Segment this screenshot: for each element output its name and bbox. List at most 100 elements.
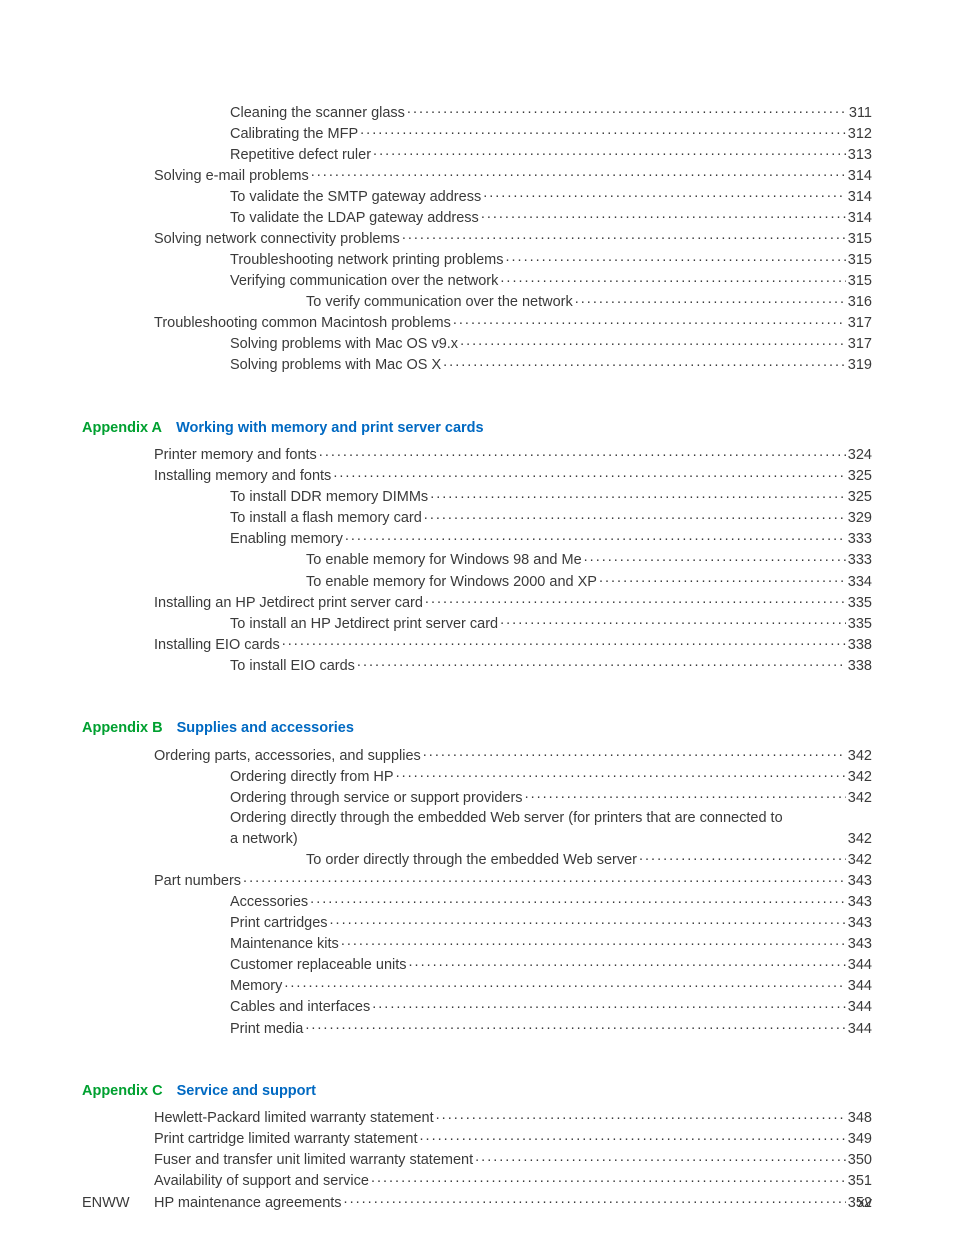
toc-entry[interactable]: To enable memory for Windows 2000 and XP… (82, 571, 872, 592)
toc-leader-dots (409, 955, 846, 970)
toc-entry-title: Cables and interfaces (230, 997, 370, 1018)
toc-entry[interactable]: Ordering directly through the embedded W… (82, 808, 872, 849)
toc-entry[interactable]: To install a flash memory card 329 (82, 508, 872, 529)
toc-entry[interactable]: Installing memory and fonts 325 (82, 466, 872, 487)
toc-entry-title: Cleaning the scanner glass (230, 103, 405, 124)
toc-entry[interactable]: Memory 344 (82, 976, 872, 997)
appendix-c-title: Service and support (177, 1083, 316, 1099)
toc-entry-page: 317 (848, 313, 872, 334)
toc-entry[interactable]: Troubleshooting network printing problem… (82, 250, 872, 271)
toc-leader-dots (506, 250, 846, 265)
toc-entry-page: 315 (848, 271, 872, 292)
toc-entry-title: Ordering parts, accessories, and supplie… (154, 746, 421, 767)
toc-entry[interactable]: To validate the LDAP gateway address 314 (82, 207, 872, 228)
toc-entry-title: To install DDR memory DIMMs (230, 487, 428, 508)
toc-page: Cleaning the scanner glass 311Calibratin… (0, 0, 954, 1253)
toc-entry[interactable]: To install EIO cards 338 (82, 655, 872, 676)
toc-entry[interactable]: Print cartridge limited warranty stateme… (82, 1129, 872, 1150)
toc-entry[interactable]: Troubleshooting common Macintosh problem… (82, 313, 872, 334)
toc-leader-dots (282, 634, 846, 649)
toc-entry-page: 350 (848, 1150, 872, 1171)
toc-entry[interactable]: Enabling memory 333 (82, 529, 872, 550)
toc-entry-title: To order directly through the embedded W… (306, 850, 637, 871)
appendix-a-entries: Printer memory and fonts 324Installing m… (82, 445, 872, 677)
toc-entry-page: 314 (848, 208, 872, 229)
toc-entry-page: 344 (848, 997, 872, 1018)
toc-entry[interactable]: Availability of support and service 351 (82, 1171, 872, 1192)
toc-entry-title: Enabling memory (230, 529, 343, 550)
toc-entry[interactable]: Customer replaceable units 344 (82, 955, 872, 976)
toc-entry-page: 325 (848, 466, 872, 487)
toc-leader-dots (436, 1108, 846, 1123)
toc-entry[interactable]: Solving problems with Mac OS v9.x 317 (82, 334, 872, 355)
toc-entry[interactable]: Fuser and transfer unit limited warranty… (82, 1150, 872, 1171)
toc-leader-dots (360, 123, 846, 138)
toc-entry-page: 342 (848, 746, 872, 767)
toc-entry-title: Hewlett-Packard limited warranty stateme… (154, 1108, 434, 1129)
toc-entry-page: 343 (848, 934, 872, 955)
toc-entry[interactable]: Ordering directly from HP 342 (82, 766, 872, 787)
toc-entry-page: 342 (848, 788, 872, 809)
toc-entry[interactable]: Verifying communication over the network… (82, 271, 872, 292)
toc-entry[interactable]: Print media 344 (82, 1018, 872, 1039)
toc-entry[interactable]: Print cartridges 343 (82, 913, 872, 934)
toc-entry-page: 334 (848, 572, 872, 593)
toc-entry-title: Calibrating the MFP (230, 124, 358, 145)
toc-entry[interactable]: Installing EIO cards 338 (82, 634, 872, 655)
toc-entry-title: Print cartridge limited warranty stateme… (154, 1129, 418, 1150)
toc-entry[interactable]: Solving network connectivity problems 31… (82, 228, 872, 249)
toc-entry[interactable]: Solving problems with Mac OS X 319 (82, 355, 872, 376)
appendix-a-label: Appendix A (82, 420, 172, 436)
toc-entry[interactable]: Cleaning the scanner glass 311 (82, 102, 872, 123)
toc-entry-page: 342 (848, 767, 872, 788)
toc-leader-dots (525, 787, 846, 802)
toc-entry[interactable]: To verify communication over the network… (82, 292, 872, 313)
appendix-c-label: Appendix C (82, 1083, 173, 1099)
toc-entry-title: To install an HP Jetdirect print server … (230, 614, 498, 635)
toc-entry-title: Ordering through service or support prov… (230, 788, 523, 809)
toc-entry-page: 342 (848, 829, 872, 850)
toc-entry[interactable]: To install DDR memory DIMMs 325 (82, 487, 872, 508)
toc-entry-title: Part numbers (154, 871, 241, 892)
toc-entry[interactable]: Ordering parts, accessories, and supplie… (82, 745, 872, 766)
toc-entry-title: Ordering directly from HP (230, 767, 394, 788)
toc-entry[interactable]: Maintenance kits 343 (82, 934, 872, 955)
toc-leader-dots (333, 466, 845, 481)
toc-entry[interactable]: Part numbers 343 (82, 871, 872, 892)
toc-entry-page: 314 (848, 187, 872, 208)
toc-entry-title: Verifying communication over the network (230, 271, 498, 292)
toc-entry-page: 344 (848, 1019, 872, 1040)
toc-entry[interactable]: Calibrating the MFP 312 (82, 123, 872, 144)
toc-entry-title: Solving e-mail problems (154, 166, 309, 187)
toc-entry-page: 342 (848, 850, 872, 871)
toc-entry-page: 329 (848, 508, 872, 529)
toc-entry[interactable]: To install an HP Jetdirect print server … (82, 613, 872, 634)
toc-entry[interactable]: Cables and interfaces 344 (82, 997, 872, 1018)
toc-entry[interactable]: Repetitive defect ruler 313 (82, 144, 872, 165)
toc-entry[interactable]: Accessories 343 (82, 892, 872, 913)
toc-entry-title: Solving problems with Mac OS v9.x (230, 334, 458, 355)
toc-entry[interactable]: To enable memory for Windows 98 and Me 3… (82, 550, 872, 571)
toc-leader-dots (460, 334, 846, 349)
toc-entry-page: 315 (848, 229, 872, 250)
toc-entry-page: 312 (848, 124, 872, 145)
appendix-b-label: Appendix B (82, 720, 173, 736)
toc-entry-title: Print cartridges (230, 913, 328, 934)
toc-entry[interactable]: Ordering through service or support prov… (82, 787, 872, 808)
toc-entry[interactable]: To validate the SMTP gateway address 314 (82, 186, 872, 207)
toc-leader-dots (407, 102, 847, 117)
toc-entry-title: Print media (230, 1019, 303, 1040)
toc-entry[interactable]: Installing an HP Jetdirect print server … (82, 592, 872, 613)
toc-entry-title: To install a flash memory card (230, 508, 422, 529)
toc-entry-title: Repetitive defect ruler (230, 145, 371, 166)
toc-entry[interactable]: Solving e-mail problems 314 (82, 165, 872, 186)
toc-entry[interactable]: Hewlett-Packard limited warranty stateme… (82, 1108, 872, 1129)
toc-entry-page: 333 (848, 550, 872, 571)
toc-leader-dots (481, 207, 846, 222)
toc-entry-title: Troubleshooting common Macintosh problem… (154, 313, 451, 334)
toc-leader-dots (599, 571, 846, 586)
toc-entry-page: 344 (848, 955, 872, 976)
toc-entry[interactable]: To order directly through the embedded W… (82, 849, 872, 870)
toc-entry-title: To verify communication over the network (306, 292, 573, 313)
toc-entry[interactable]: Printer memory and fonts 324 (82, 445, 872, 466)
